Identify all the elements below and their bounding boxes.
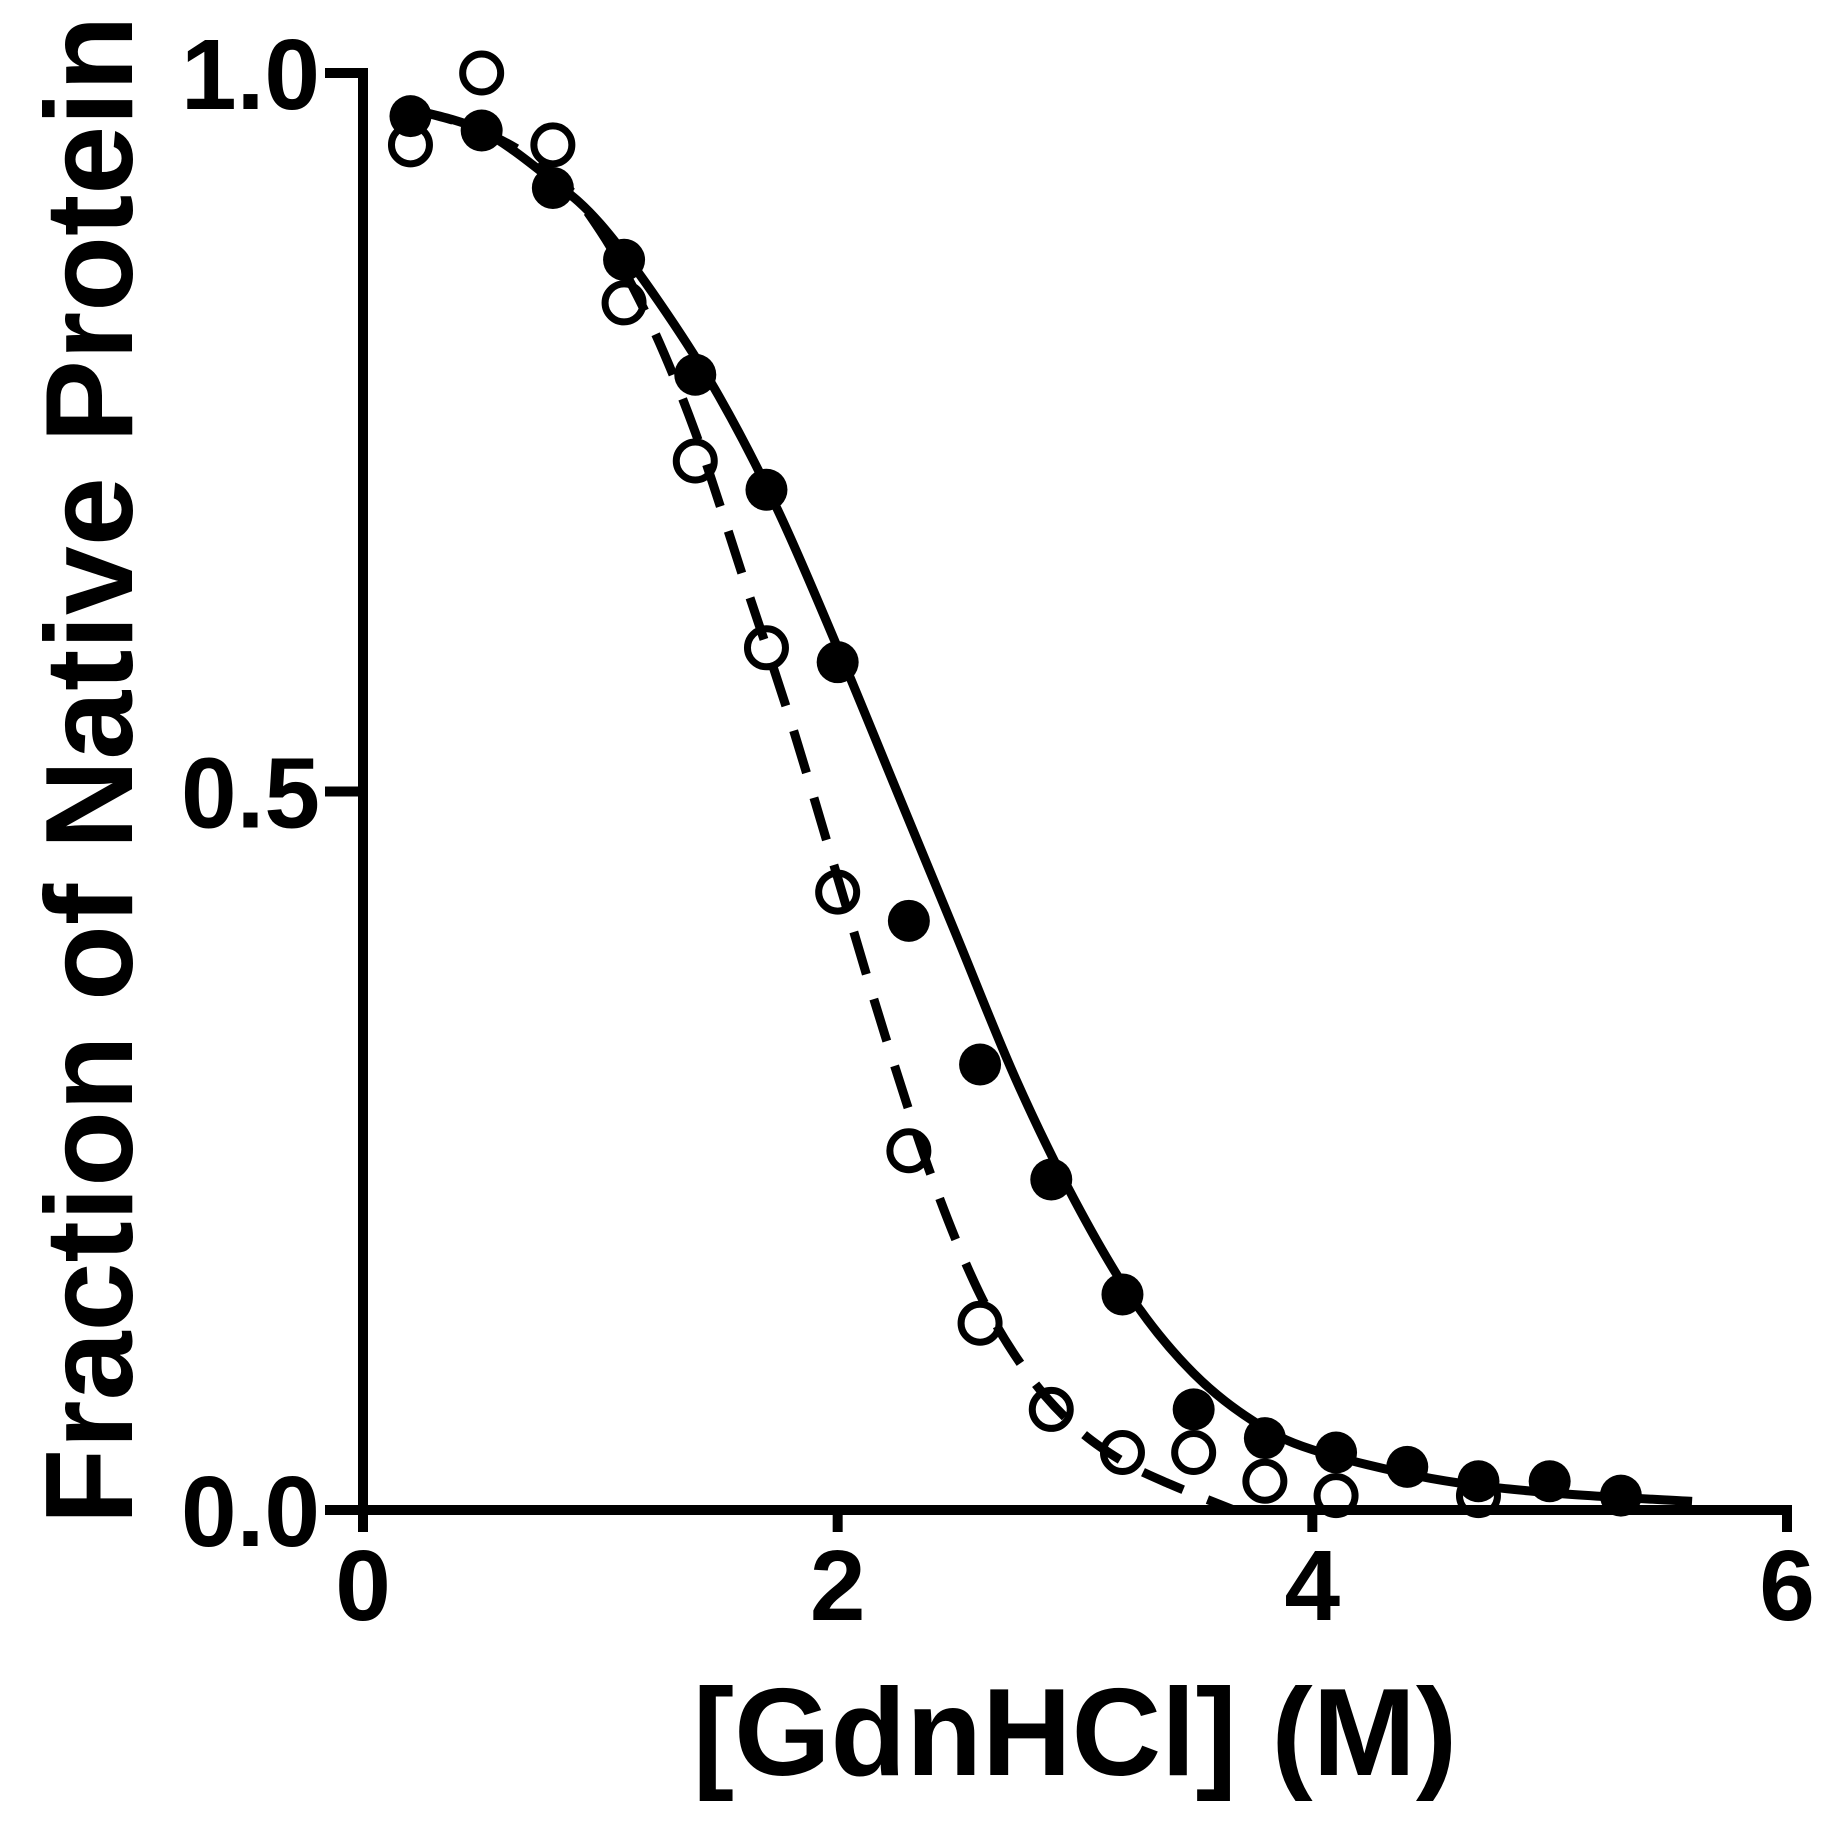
y-tick-label: 1.0 (181, 19, 320, 131)
y-tick-label: 0.5 (181, 738, 320, 850)
data-point-filled (1172, 1388, 1215, 1431)
data-point-filled (674, 353, 717, 396)
data-point-open (459, 50, 505, 96)
series-open-circles (387, 50, 1501, 1519)
data-point-filled (1528, 1460, 1571, 1503)
data-point-open (530, 122, 576, 168)
x-tick-label: 4 (1285, 1530, 1341, 1642)
x-tick-label: 2 (810, 1530, 866, 1642)
data-point-open (886, 1128, 932, 1174)
data-point-open (743, 625, 789, 671)
data-point-open (672, 438, 718, 484)
data-point-filled (959, 1043, 1002, 1086)
data-point-open (601, 280, 647, 326)
data-point-filled (1101, 1273, 1144, 1316)
series-filled-circles (389, 95, 1693, 1517)
y-tick-label: 0.0 (181, 1456, 320, 1568)
data-point-filled (1243, 1417, 1286, 1460)
data-point-filled (816, 641, 859, 684)
data-point-filled (1386, 1445, 1429, 1488)
data-point-filled (1315, 1431, 1358, 1474)
data-point-open (1028, 1386, 1074, 1432)
data-point-open (1242, 1458, 1288, 1504)
y-axis-title: Fraction of Native Protein (21, 16, 159, 1525)
data-point-filled (603, 238, 646, 281)
data-point-filled (1030, 1158, 1073, 1201)
plot-area (387, 50, 1693, 1519)
data-point-open (815, 869, 861, 915)
x-tick-label: 6 (1759, 1530, 1815, 1642)
x-tick-label: 0 (335, 1530, 391, 1642)
y-ticks: 0.0 0.5 1.0 (181, 19, 363, 1568)
data-point-open (1171, 1430, 1217, 1476)
data-point-open (387, 122, 433, 168)
data-point-filled (887, 899, 930, 942)
data-point-open (1099, 1430, 1145, 1476)
data-point-open (957, 1300, 1003, 1346)
x-axis-title: [GdnHCl] (M) (693, 1664, 1457, 1802)
data-point-filled (1457, 1460, 1500, 1503)
data-point-filled (745, 468, 788, 511)
axes: 0.0 0.5 1.0 0 2 4 6 (181, 19, 1815, 1642)
dashed-fit-curve (409, 104, 1236, 1515)
solid-fit-curve (409, 104, 1693, 1506)
x-ticks: 0 2 4 6 (335, 1505, 1815, 1642)
